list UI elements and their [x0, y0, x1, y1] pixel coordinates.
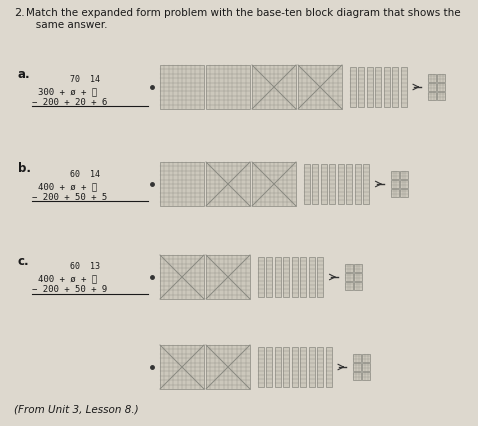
Bar	[401, 68, 407, 108]
Bar	[206, 163, 250, 207]
Text: − 200 + 50 + 5: − 200 + 50 + 5	[32, 193, 107, 201]
Bar	[317, 347, 324, 387]
Bar	[252, 66, 296, 110]
Text: 400 + ø + ⁄: 400 + ø + ⁄	[38, 181, 97, 190]
Bar	[354, 371, 361, 380]
Bar	[338, 164, 344, 204]
Bar	[206, 345, 250, 389]
Bar	[354, 282, 362, 290]
Bar	[391, 171, 399, 179]
Bar	[363, 164, 369, 204]
Bar	[258, 257, 264, 297]
Bar	[437, 92, 445, 100]
Text: 400 + ø + ⁄: 400 + ø + ⁄	[38, 273, 97, 282]
Text: − 200 + 20 + 6: − 200 + 20 + 6	[32, 98, 107, 107]
Bar	[275, 347, 281, 387]
Bar	[275, 257, 281, 297]
Bar	[354, 273, 362, 281]
Bar	[317, 257, 324, 297]
Bar	[354, 264, 362, 272]
Bar	[309, 257, 315, 297]
Bar	[362, 354, 370, 362]
Bar	[252, 163, 296, 207]
Bar	[400, 189, 408, 197]
Text: 2.: 2.	[14, 8, 25, 18]
Text: − 200 + 50 + 9: − 200 + 50 + 9	[32, 284, 107, 294]
Bar	[376, 68, 381, 108]
Bar	[347, 164, 352, 204]
Bar	[437, 74, 445, 82]
Bar	[267, 347, 272, 387]
Bar	[283, 347, 290, 387]
Bar	[292, 257, 298, 297]
Bar	[437, 83, 445, 91]
Bar	[160, 345, 204, 389]
Bar	[160, 256, 204, 299]
Bar	[384, 68, 390, 108]
Bar	[392, 68, 399, 108]
Bar	[329, 164, 336, 204]
Bar	[391, 180, 399, 188]
Bar	[362, 371, 370, 380]
Bar	[345, 264, 353, 272]
Bar	[326, 347, 332, 387]
Bar	[267, 257, 272, 297]
Text: 70  14: 70 14	[70, 75, 100, 84]
Bar	[400, 171, 408, 179]
Text: b.: b.	[18, 161, 31, 175]
Bar	[301, 257, 306, 297]
Bar	[354, 354, 361, 362]
Bar	[298, 66, 342, 110]
Text: c.: c.	[18, 254, 30, 268]
Bar	[358, 68, 365, 108]
Bar	[428, 83, 436, 91]
Bar	[354, 363, 361, 371]
Text: a.: a.	[18, 68, 31, 81]
Bar	[350, 68, 356, 108]
Bar	[258, 347, 264, 387]
Bar	[206, 256, 250, 299]
Bar	[428, 92, 436, 100]
Bar	[428, 74, 436, 82]
Bar	[160, 163, 204, 207]
Text: 300 + ø + ⁄: 300 + ø + ⁄	[38, 87, 97, 96]
Text: Match the expanded form problem with the base-ten block diagram that shows the
 : Match the expanded form problem with the…	[26, 8, 461, 29]
Text: 60  13: 60 13	[70, 262, 100, 271]
Bar	[391, 189, 399, 197]
Bar	[283, 257, 290, 297]
Bar	[400, 180, 408, 188]
Bar	[355, 164, 361, 204]
Text: 60  14: 60 14	[70, 170, 100, 178]
Bar	[292, 347, 298, 387]
Bar	[301, 347, 306, 387]
Bar	[321, 164, 327, 204]
Bar	[367, 68, 373, 108]
Bar	[345, 273, 353, 281]
Bar	[309, 347, 315, 387]
Bar	[345, 282, 353, 290]
Bar	[362, 363, 370, 371]
Bar	[206, 66, 250, 110]
Text: (From Unit 3, Lesson 8.): (From Unit 3, Lesson 8.)	[14, 404, 139, 414]
Bar	[160, 66, 204, 110]
Bar	[304, 164, 310, 204]
Bar	[313, 164, 318, 204]
